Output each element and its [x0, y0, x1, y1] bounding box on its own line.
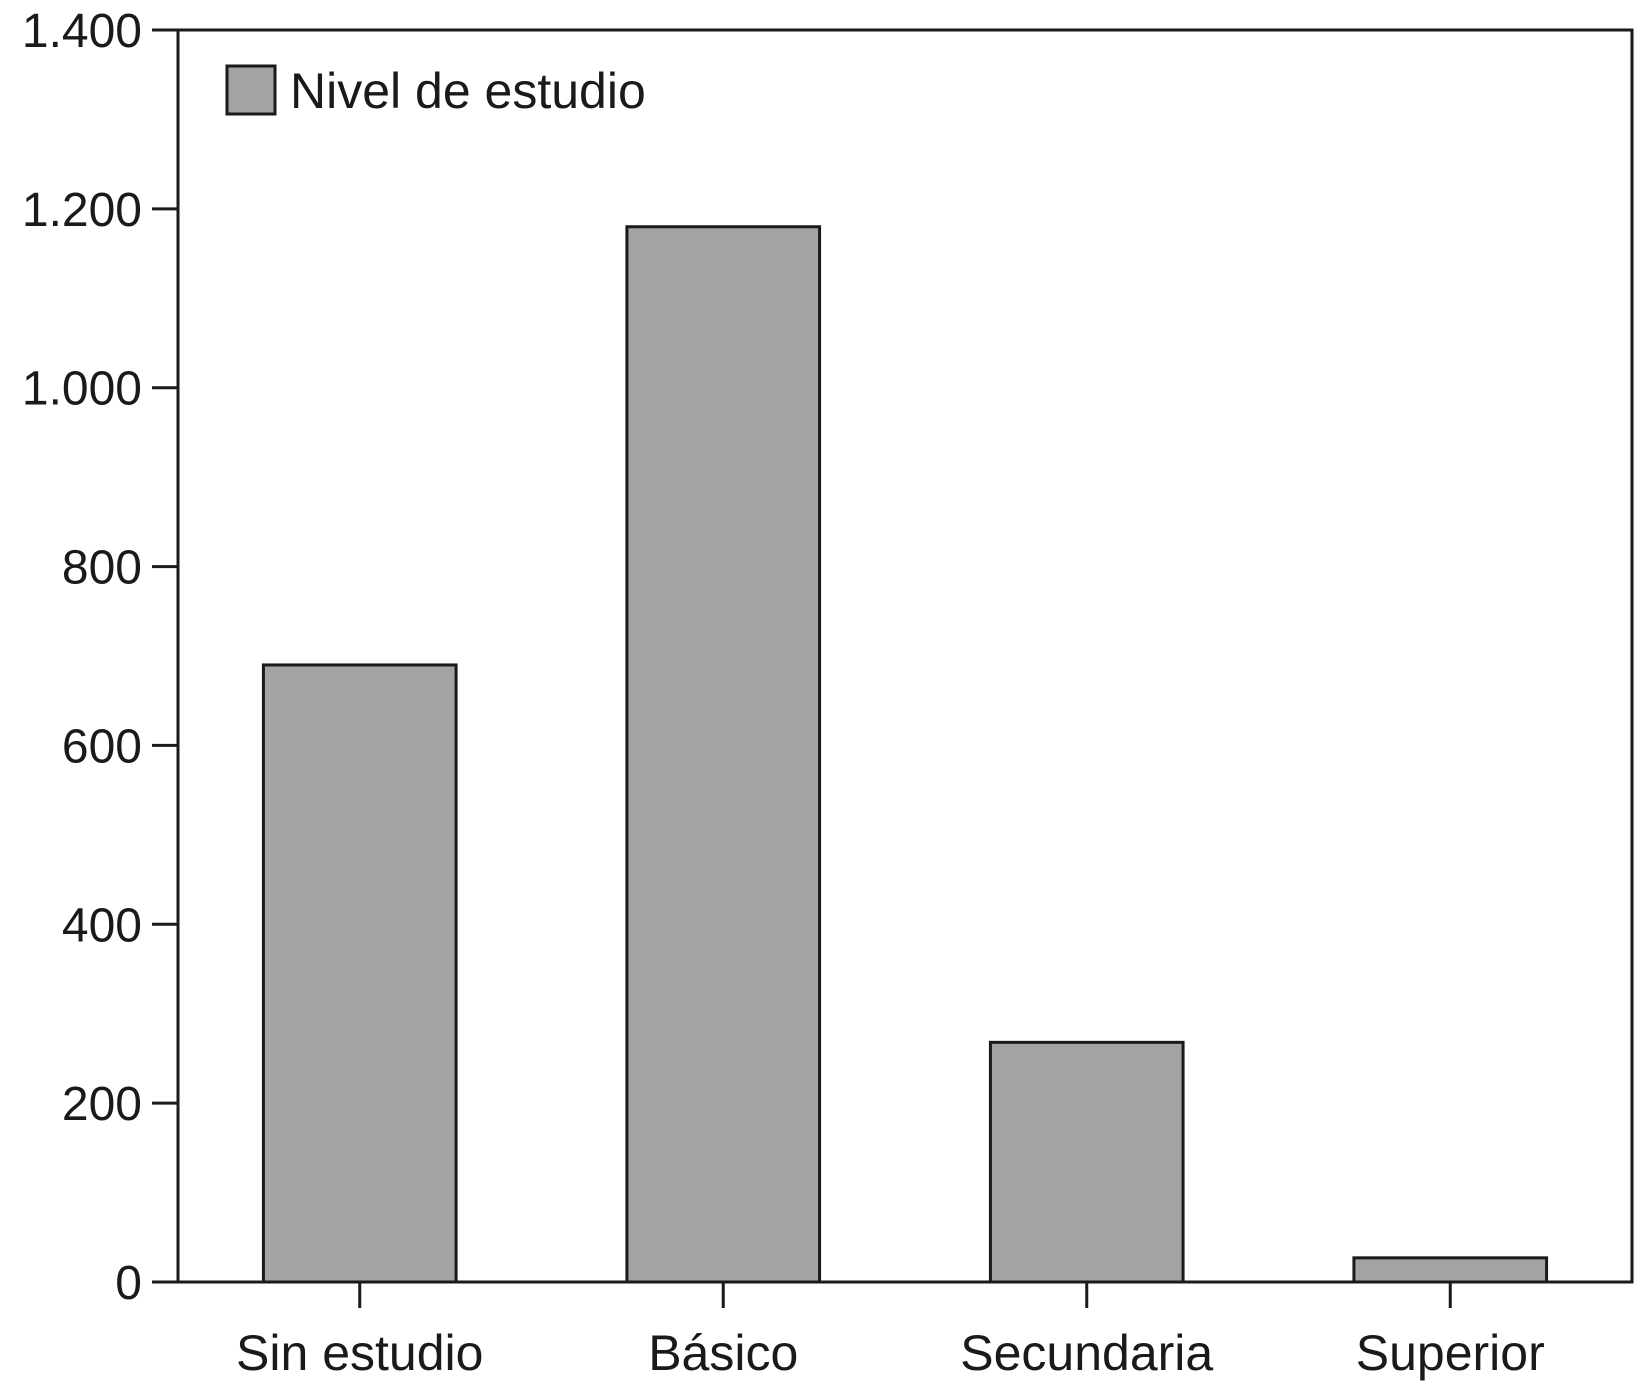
x-tick-label: Superior: [1356, 1325, 1545, 1381]
legend-label: Nivel de estudio: [290, 63, 646, 119]
bar: [625, 225, 822, 1284]
legend: Nivel de estudio: [225, 63, 646, 119]
bar: [261, 663, 458, 1284]
y-tick-label: 200: [62, 1078, 142, 1131]
y-tick-label: 1.200: [22, 184, 142, 237]
y-tick-label: 800: [62, 542, 142, 595]
y-tick-label: 1.400: [22, 5, 142, 58]
x-tick-label: Secundaria: [960, 1325, 1213, 1381]
x-tick-label: Sin estudio: [236, 1325, 483, 1381]
bar: [1352, 1256, 1549, 1284]
legend-swatch: [225, 64, 277, 116]
y-tick-label: 1.000: [22, 363, 142, 416]
y-tick-label: 400: [62, 899, 142, 952]
y-axis: 0 200 400 600 800 1.000 1.200 1.400: [22, 5, 178, 1310]
bar: [988, 1040, 1185, 1284]
plot-frame: [176, 28, 1634, 1284]
bars: [261, 225, 1549, 1284]
x-tick-label: Básico: [648, 1325, 798, 1381]
y-tick-label: 600: [62, 720, 142, 773]
y-tick-label: 0: [115, 1257, 142, 1310]
x-axis: Sin estudio Básico Secundaria Superior: [236, 1282, 1545, 1381]
